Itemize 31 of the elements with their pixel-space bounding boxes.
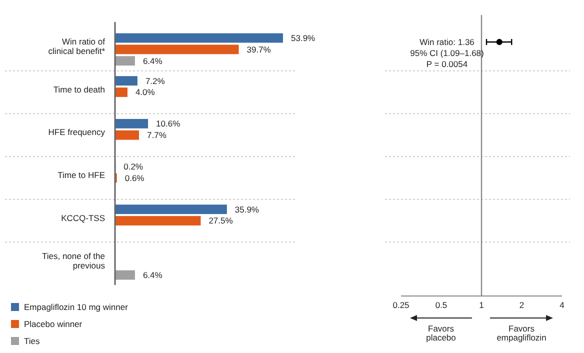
data-label: 39.7%	[246, 44, 272, 54]
x-tick-label: 2	[519, 300, 524, 310]
data-label: 6.4%	[142, 56, 163, 66]
x-tick-label: 0.5	[435, 300, 448, 310]
data-label: 53.9%	[291, 32, 316, 43]
x-tick-label: 1	[479, 300, 484, 310]
legend-label: Empagliflozin 10 mg winner	[24, 302, 128, 312]
data-label: 35.9%	[234, 204, 260, 214]
x-tick-label: 4	[560, 300, 565, 310]
data-label: 0.6%	[124, 172, 145, 183]
data-label: 10.6%	[156, 118, 181, 129]
y-tick-label: Time to HFE	[58, 170, 106, 180]
x-tick-label: 0.25	[392, 300, 410, 310]
text: Favors empagliflozin	[496, 323, 547, 343]
data-label: 6.4%	[142, 270, 163, 280]
annotation: Win ratio: 1.36	[420, 37, 475, 47]
y-tick-label: Win ratio of clinical benefit*	[48, 36, 106, 56]
data-label: 4.0%	[135, 87, 156, 98]
legend-label: Placebo winner	[24, 318, 82, 329]
data-label: 27.5%	[208, 216, 234, 226]
data-label: 7.2%	[145, 76, 166, 86]
legend-label: Ties	[24, 336, 40, 346]
data-label: 0.2%	[124, 161, 144, 172]
annotation: P = 0.0054	[426, 59, 468, 69]
y-tick-label: HFE frequency	[48, 127, 106, 138]
y-tick-label: Ties, none of the previous	[42, 250, 106, 270]
y-tick-label: Time to death	[53, 84, 106, 94]
annotation: 95% CI (1.09–1.68)	[410, 48, 484, 58]
y-tick-label: KCCQ-TSS	[61, 212, 106, 223]
text: Favors placebo	[426, 323, 456, 343]
data-label: 7.7%	[147, 130, 167, 140]
